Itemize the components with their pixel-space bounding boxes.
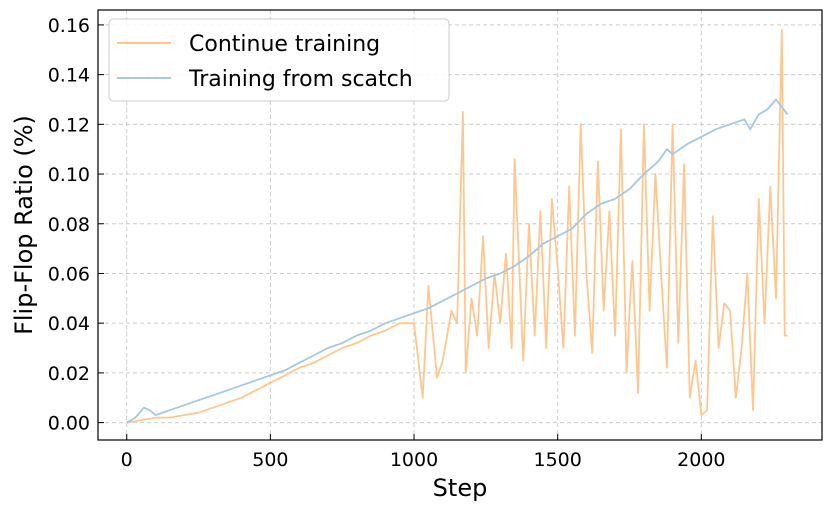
y-tick-label: 0.12	[48, 114, 90, 136]
series-layer	[126, 28, 789, 424]
x-tick-label: 0	[121, 449, 133, 471]
legend-box	[108, 18, 450, 102]
x-tick-label: 500	[252, 449, 288, 471]
x-tick-label: 1500	[534, 449, 582, 471]
y-tick-label: 0.10	[48, 164, 90, 186]
legend-label-training-from-scratch: Training from scatch	[188, 67, 413, 92]
x-tick-label: 2000	[677, 449, 725, 471]
x-axis-ticks: 0 500 1000 1500 2000	[121, 434, 726, 471]
y-axis-title: Flip-Flop Ratio (%)	[10, 115, 38, 335]
series-line-training-from-scratch	[126, 98, 789, 424]
y-tick-label: 0.14	[48, 65, 90, 87]
y-tick-label: 0.06	[48, 263, 90, 285]
y-tick-label: 0.02	[48, 363, 90, 385]
y-axis-ticks: 0.00 0.02 0.04 0.06 0.08 0.10 0.12 0.14 0.16	[48, 15, 104, 435]
legend-label-continue-training: Continue training	[189, 32, 380, 57]
plot-area-frame	[97, 9, 823, 441]
x-tick-label: 1000	[390, 449, 438, 471]
x-axis-title: Step	[433, 474, 488, 502]
series-line-continue-training	[126, 28, 788, 424]
y-tick-label: 0.00	[48, 413, 90, 435]
legend: Continue training Training from scatch	[108, 18, 450, 102]
y-tick-label: 0.04	[48, 313, 90, 335]
y-tick-label: 0.16	[48, 15, 90, 37]
y-tick-label: 0.08	[48, 214, 90, 236]
